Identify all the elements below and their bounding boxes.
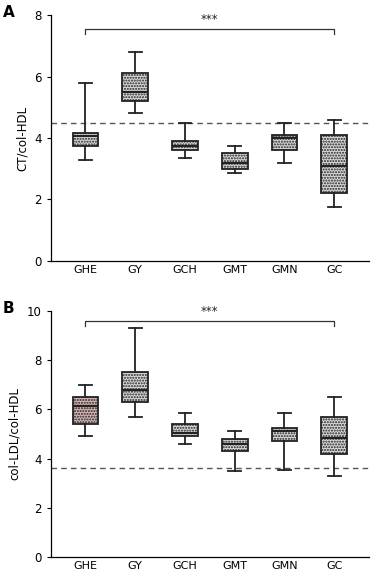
PathPatch shape <box>73 134 99 146</box>
Text: B: B <box>3 301 15 316</box>
Y-axis label: CT/col-HDL: CT/col-HDL <box>15 105 29 171</box>
PathPatch shape <box>271 428 297 442</box>
Text: ***: *** <box>201 13 219 27</box>
PathPatch shape <box>321 135 347 193</box>
PathPatch shape <box>73 397 99 424</box>
PathPatch shape <box>172 424 198 436</box>
PathPatch shape <box>172 141 198 150</box>
PathPatch shape <box>222 439 248 451</box>
Text: ***: *** <box>201 305 219 318</box>
PathPatch shape <box>321 417 347 454</box>
PathPatch shape <box>122 372 148 402</box>
PathPatch shape <box>222 153 248 169</box>
PathPatch shape <box>271 135 297 150</box>
PathPatch shape <box>122 73 148 101</box>
Text: A: A <box>3 5 15 20</box>
Y-axis label: col-LDL/col-HDL: col-LDL/col-HDL <box>8 387 21 480</box>
